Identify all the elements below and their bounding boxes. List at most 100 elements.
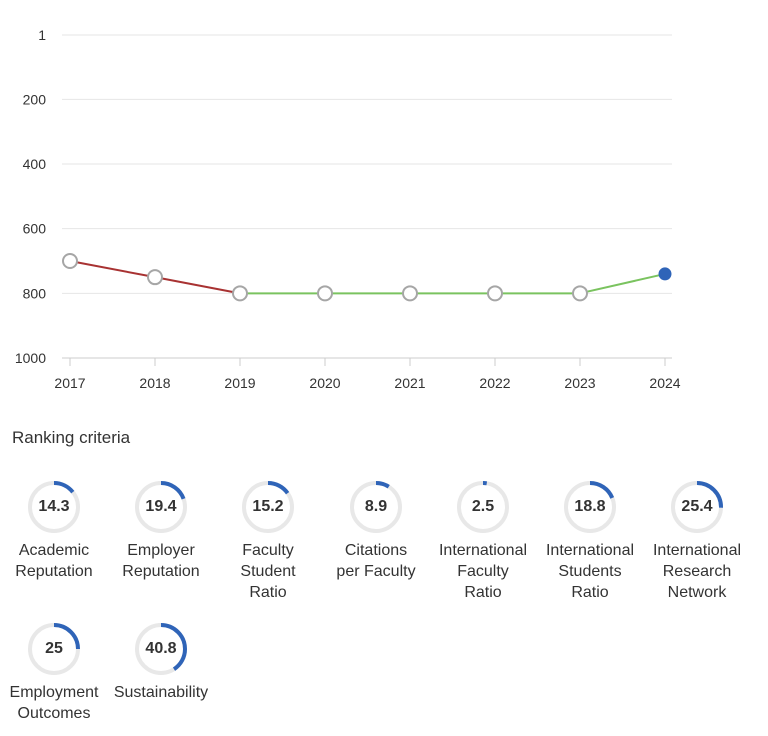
gauge-arc <box>350 481 402 533</box>
gauge-arc <box>242 481 294 533</box>
criterion-label: Citations per Faculty <box>321 540 431 582</box>
criterion-score: 25 <box>45 640 63 657</box>
x-tick-label: 2017 <box>54 375 85 391</box>
criterion-score: 8.9 <box>364 498 388 515</box>
gauge-ring <box>457 481 509 533</box>
data-point-marker <box>402 285 418 302</box>
criterion-score: 40.8 <box>145 640 177 657</box>
x-tick-label: 2018 <box>139 375 170 391</box>
gauge-arc <box>135 481 187 533</box>
criterion-item: 15.2 Faculty Student Ratio <box>213 478 323 603</box>
criterion-label-line: Citations <box>344 542 408 559</box>
criterion-gauge: 2.5 <box>454 478 512 536</box>
ranking-criteria-title: Ranking criteria <box>12 428 131 447</box>
criterion-label: International Research Network <box>642 540 752 603</box>
criterion-gauge: 15.2 <box>239 478 297 536</box>
data-point-marker <box>317 285 333 302</box>
gauge-ring <box>135 481 187 533</box>
gauge-arc <box>564 481 616 533</box>
gauge-arc <box>28 481 80 533</box>
criterion-label: International Faculty Ratio <box>428 540 538 603</box>
x-tick-label: 2019 <box>224 375 255 391</box>
criterion-label: Sustainability <box>106 682 216 703</box>
criterion-label-line: Ratio <box>249 584 287 601</box>
criterion-label-line: Research <box>662 563 732 580</box>
y-tick-label: 200 <box>23 91 47 107</box>
criterion-label-line: International <box>545 542 635 559</box>
data-point-marker <box>147 269 163 286</box>
y-tick-label: 1000 <box>15 350 46 366</box>
criterion-gauge: 40.8 <box>132 620 190 678</box>
criterion-item: 18.8 International Students Ratio <box>535 478 645 603</box>
x-tick-label: 2022 <box>479 375 510 391</box>
x-tick-label: 2020 <box>309 375 340 391</box>
criterion-item: 8.9 Citations per Faculty <box>321 478 431 582</box>
data-point-marker <box>62 253 78 270</box>
criterion-label-line: Faculty <box>457 563 509 580</box>
criterion-label-line: International <box>438 542 528 559</box>
criterion-label-line: Reputation <box>122 563 200 580</box>
criterion-score: 18.8 <box>574 498 606 515</box>
criterion-score: 15.2 <box>252 498 284 515</box>
criterion-score: 2.5 <box>471 498 495 515</box>
criterion-gauge: 8.9 <box>347 478 405 536</box>
criterion-item: 14.3 Academic Reputation <box>0 478 109 582</box>
data-point-marker <box>232 285 248 302</box>
x-tick-label: 2023 <box>564 375 595 391</box>
gauge-arc <box>28 623 80 675</box>
y-tick-label: 400 <box>23 156 47 172</box>
criterion-label: Academic Reputation <box>0 540 109 582</box>
criterion-label-line: Employment <box>9 684 99 701</box>
x-tick-label: 2024 <box>649 375 680 391</box>
criterion-gauge: 25 <box>25 620 83 678</box>
series-segment <box>154 276 241 295</box>
y-tick-label: 600 <box>23 221 47 237</box>
criterion-label-line: Ratio <box>464 584 502 601</box>
criterion-label-line: Ratio <box>571 584 609 601</box>
criterion-label-line: Network <box>667 584 727 601</box>
gauge-ring <box>28 481 80 533</box>
gauge-ring <box>350 481 402 533</box>
y-tick-label: 800 <box>23 285 47 301</box>
data-point-marker <box>487 285 503 302</box>
data-point-marker <box>572 285 588 302</box>
series-segment <box>69 260 156 279</box>
criterion-item: 19.4 Employer Reputation <box>106 478 216 582</box>
gauge-ring <box>564 481 616 533</box>
criterion-score: 19.4 <box>145 498 177 515</box>
criterion-label-line: Students <box>558 563 622 580</box>
criterion-score: 25.4 <box>681 498 713 515</box>
criterion-label-line: Academic <box>18 542 90 559</box>
criterion-label-line: Employer <box>127 542 195 559</box>
criterion-item: 40.8 Sustainability <box>106 620 216 703</box>
latest-point-marker <box>658 267 672 281</box>
gauge-arc <box>671 481 723 533</box>
ranking-line-chart: 1 200 400 600 800 1000 2017 2018 2019 2020 2021 202… <box>15 27 681 391</box>
criterion-label-line: International <box>652 542 742 559</box>
criterion-gauge: 19.4 <box>132 478 190 536</box>
series-segment <box>579 272 666 295</box>
gauge-ring <box>28 623 80 675</box>
gauge-ring <box>135 623 187 675</box>
criterion-item: 25.4 International Research Network <box>642 478 752 603</box>
criterion-label: Employer Reputation <box>106 540 216 582</box>
criterion-gauge: 14.3 <box>25 478 83 536</box>
criterion-label-line: Reputation <box>15 563 93 580</box>
gauge-arc <box>457 481 509 533</box>
criterion-label: Employment Outcomes <box>0 682 109 724</box>
gauge-ring <box>671 481 723 533</box>
criterion-label-line: per Faculty <box>336 563 416 580</box>
criterion-label-line: Outcomes <box>17 705 91 722</box>
criterion-score: 14.3 <box>38 498 70 515</box>
criterion-label-line: Student <box>240 563 296 580</box>
criterion-label: Faculty Student Ratio <box>213 540 323 603</box>
criterion-gauge: 18.8 <box>561 478 619 536</box>
criterion-label: International Students Ratio <box>535 540 645 603</box>
gauge-ring <box>242 481 294 533</box>
criterion-item: 25 Employment Outcomes <box>0 620 109 724</box>
criterion-label-line: Sustainability <box>113 684 209 701</box>
criterion-label-line: Faculty <box>242 542 294 559</box>
criterion-item: 2.5 International Faculty Ratio <box>428 478 538 603</box>
criterion-gauge: 25.4 <box>668 478 726 536</box>
gauge-arc <box>135 623 187 675</box>
